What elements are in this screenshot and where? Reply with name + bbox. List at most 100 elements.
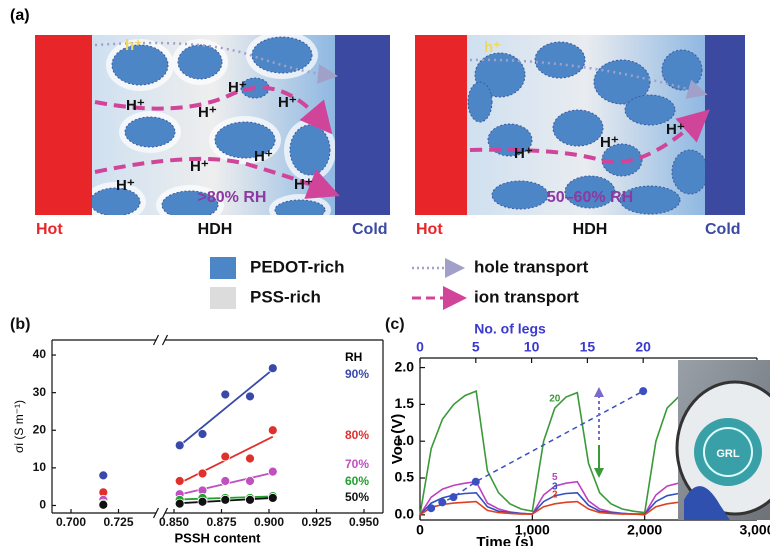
x-tick-label: 0 (416, 522, 424, 538)
curve-label: 2 (552, 489, 558, 500)
pedot-swatch (210, 257, 236, 279)
hole-label: h⁺ (484, 39, 501, 56)
trend-arrowhead (594, 387, 604, 397)
x-tick-label: 0.925 (301, 515, 331, 529)
legs-point (472, 478, 480, 486)
point (268, 426, 277, 435)
y-tick-label: 20 (33, 422, 47, 436)
x-tick-label: 0.700 (56, 515, 86, 529)
y-tick-label: 2.0 (395, 358, 415, 374)
x2-axis-label: No. of legs (474, 321, 546, 337)
cold-label: Cold (705, 221, 741, 238)
point (221, 477, 230, 486)
point (268, 467, 277, 476)
legend-label: 70% (345, 457, 369, 471)
device-photo: GRL (677, 360, 770, 520)
legs-trend (431, 391, 643, 508)
voltage-curve (420, 502, 723, 515)
ion-label: H⁺ (666, 121, 685, 138)
point (268, 364, 277, 373)
pss-swatch (210, 287, 236, 309)
x-tick-label: 0.725 (103, 515, 133, 529)
point (246, 392, 255, 401)
x2-tick-label: 20 (635, 339, 651, 355)
point (198, 469, 207, 478)
voltage-curve (420, 482, 723, 515)
panel-label: (c) (385, 316, 405, 333)
ion-label: H⁺ (294, 176, 313, 193)
cold-side (335, 35, 390, 215)
cold-label: Cold (352, 221, 388, 238)
y-tick-label: 40 (33, 347, 47, 361)
legs-point (639, 387, 647, 395)
y-tick-label: 30 (33, 385, 47, 399)
legend-title: RH (345, 350, 362, 364)
ion-label: H⁺ (126, 97, 145, 114)
point (175, 441, 184, 450)
hot-side (415, 35, 467, 215)
legend-label: 90% (345, 367, 369, 381)
legend-label: hole transport (474, 257, 589, 276)
legend-label: PSS-rich (250, 287, 321, 306)
ion-label: H⁺ (116, 177, 135, 194)
legend-label: 50% (345, 490, 369, 504)
trend-arrowhead (594, 468, 604, 478)
y-tick-label: 1.5 (395, 395, 415, 411)
x-tick-label: 3,000 (739, 522, 770, 538)
legend-label: 60% (345, 474, 369, 488)
point (246, 477, 255, 486)
legs-point (438, 498, 446, 506)
point (99, 471, 108, 480)
hole-label: h⁺ (125, 37, 142, 54)
figure: (a) h⁺ H⁺ H⁺ H⁺ H⁺ H⁺ H⁺ H⁺ (0, 0, 770, 546)
y-tick-label: 10 (33, 460, 47, 474)
legend-label: PEDOT-rich (250, 257, 344, 276)
x-axis-label: Time (s) (476, 534, 533, 546)
fit-line (180, 369, 273, 445)
ion-label: H⁺ (600, 134, 619, 151)
x-tick-label: 0.850 (159, 515, 189, 529)
point (221, 390, 230, 399)
diagram-legend: PEDOT-rich PSS-rich hole transport ion t… (210, 257, 589, 309)
point (175, 499, 184, 508)
x-tick-label: 0.900 (254, 515, 284, 529)
hot-side (35, 35, 92, 215)
y-tick-label: 0.5 (395, 469, 415, 485)
x-axis-label: PSSH content (175, 530, 262, 545)
photo-text: GRL (716, 448, 740, 460)
legend-label: 80% (345, 428, 369, 442)
ion-label: H⁺ (254, 148, 273, 165)
x-tick-label: 2,000 (627, 522, 662, 538)
diagram-high-rh: h⁺ H⁺ H⁺ H⁺ H⁺ H⁺ H⁺ H⁺ H⁺ >80% RH Hot H… (35, 31, 390, 238)
ion-label: H⁺ (228, 79, 247, 96)
y-tick-label: 0.0 (395, 506, 415, 522)
hot-label: Hot (36, 221, 63, 238)
humidity-label: 50–60% RH (547, 189, 633, 206)
diagram-mid-rh: h⁺ H⁺ H⁺ H⁺ 50–60% RH Hot HDH Cold (415, 35, 745, 238)
point (246, 454, 255, 463)
voltage-curve (420, 493, 723, 515)
cold-side (705, 35, 745, 215)
x2-tick-label: 10 (524, 339, 540, 355)
x-tick-label: 0.950 (349, 515, 379, 529)
point (221, 495, 230, 504)
y-axis-label: Voc (V) (389, 414, 406, 465)
point (198, 430, 207, 439)
point (175, 477, 184, 486)
point (99, 500, 108, 509)
panel-label: (b) (10, 316, 30, 333)
curve-label: 20 (549, 394, 561, 405)
x-tick-label: 0.875 (206, 515, 236, 529)
hot-label: Hot (416, 221, 443, 238)
hdh-label: HDH (198, 221, 233, 238)
legend-label: ion transport (474, 287, 579, 306)
ion-label: H⁺ (514, 145, 533, 162)
ion-label: H⁺ (190, 158, 209, 175)
point (198, 497, 207, 506)
point (221, 452, 230, 461)
point (268, 493, 277, 502)
x2-tick-label: 15 (580, 339, 596, 355)
x2-tick-label: 5 (472, 339, 480, 355)
legs-point (449, 493, 457, 501)
hdh-label: HDH (573, 221, 608, 238)
